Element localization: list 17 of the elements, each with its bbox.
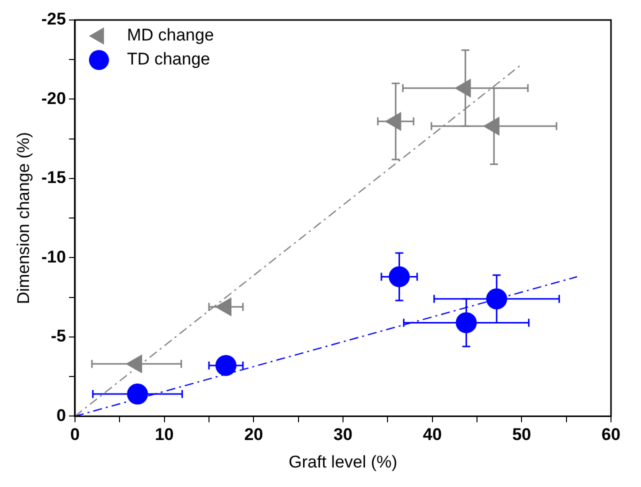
y-tick-label: -20 (41, 88, 66, 108)
y-tick-label: -5 (50, 326, 66, 346)
y-tick-label: 0 (56, 406, 66, 425)
x-tick-label: 0 (70, 425, 80, 444)
y-tick-label: -15 (41, 168, 66, 188)
x-tick-label: 40 (422, 425, 442, 444)
y-tick-label: -25 (41, 10, 66, 29)
x-tick-label: 10 (154, 425, 174, 444)
x-tick-label: 30 (334, 425, 352, 444)
x-tick-label: 60 (602, 425, 620, 444)
x-tick-label: 50 (512, 425, 532, 444)
legend-label: MD change (126, 26, 214, 45)
x-axis-title: Graft level (%) (288, 452, 398, 472)
x-tick-label: 20 (244, 425, 264, 444)
y-tick-label: -10 (41, 247, 66, 266)
legend-label: TD change (126, 50, 210, 69)
y-axis-title: Dimension change (%) (14, 132, 33, 304)
